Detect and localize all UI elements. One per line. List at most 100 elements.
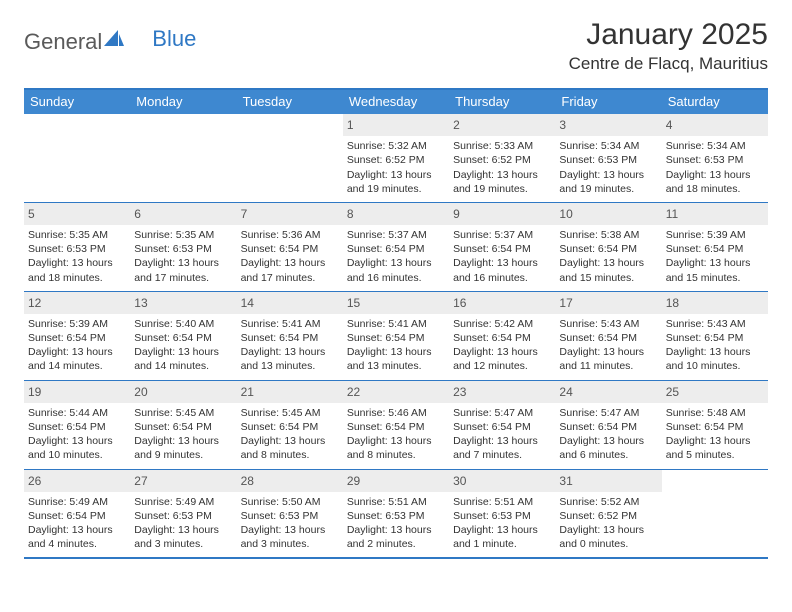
daylight-text: Daylight: 13 hours [453, 434, 551, 448]
sunset-text: Sunset: 6:53 PM [28, 242, 126, 256]
sunset-text: Sunset: 6:54 PM [666, 331, 764, 345]
day-of-week-row: Sunday Monday Tuesday Wednesday Thursday… [24, 90, 768, 114]
location: Centre de Flacq, Mauritius [569, 54, 768, 74]
sunrise-text: Sunrise: 5:46 AM [347, 406, 445, 420]
day-cell: 14 Sunrise: 5:41 AMSunset: 6:54 PMDayligh… [237, 292, 343, 380]
day-cell: 9Sunrise: 5:37 AMSunset: 6:54 PMDaylight… [449, 203, 555, 291]
daylight-text: Daylight: 13 hours [134, 523, 232, 537]
daylight-text: and 10 minutes. [28, 448, 126, 462]
daylight-text: and 16 minutes. [453, 271, 551, 285]
sunset-text: Sunset: 6:53 PM [666, 153, 764, 167]
day-number: 15 [343, 292, 449, 314]
day-number: 6 [130, 203, 236, 225]
daylight-text: Daylight: 13 hours [666, 256, 764, 270]
page: General Blue January 2025 Centre de Flac… [0, 0, 792, 577]
week-row: 19Sunrise: 5:44 AMSunset: 6:54 PMDayligh… [24, 380, 768, 469]
sunrise-text: Sunrise: 5:37 AM [453, 228, 551, 242]
day-number: 27 [130, 470, 236, 492]
sunset-text: Sunset: 6:53 PM [347, 509, 445, 523]
day-number: 25 [662, 381, 768, 403]
sunset-text: Sunset: 6:54 PM [453, 331, 551, 345]
week-row: 12Sunrise: 5:39 AMSunset: 6:54 PMDayligh… [24, 291, 768, 380]
day-cell: 15Sunrise: 5:41 AMSunset: 6:54 PMDayligh… [343, 292, 449, 380]
day-cell: 24Sunrise: 5:47 AMSunset: 6:54 PMDayligh… [555, 381, 661, 469]
sunset-text: Sunset: 6:52 PM [559, 509, 657, 523]
daylight-text: and 14 minutes. [28, 359, 126, 373]
sunrise-text: Sunrise: 5:48 AM [666, 406, 764, 420]
sunset-text: Sunset: 6:54 PM [559, 420, 657, 434]
day-cell: 19Sunrise: 5:44 AMSunset: 6:54 PMDayligh… [24, 381, 130, 469]
day-number: 31 [555, 470, 661, 492]
dow-saturday: Saturday [662, 90, 768, 114]
sunset-text: Sunset: 6:54 PM [559, 242, 657, 256]
daylight-text: Daylight: 13 hours [666, 168, 764, 182]
daylight-text: Daylight: 13 hours [241, 256, 339, 270]
sunrise-text: Sunrise: 5:42 AM [453, 317, 551, 331]
day-cell: 23Sunrise: 5:47 AMSunset: 6:54 PMDayligh… [449, 381, 555, 469]
day-number: 4 [662, 114, 768, 136]
daylight-text: Daylight: 13 hours [134, 434, 232, 448]
week-row: 26Sunrise: 5:49 AMSunset: 6:54 PMDayligh… [24, 469, 768, 558]
sunrise-text: Sunrise: 5:44 AM [28, 406, 126, 420]
sunset-text: Sunset: 6:52 PM [453, 153, 551, 167]
brand-sail-icon [104, 26, 124, 52]
sunrise-text: Sunrise: 5:41 AM [241, 317, 339, 331]
day-cell: 11Sunrise: 5:39 AMSunset: 6:54 PMDayligh… [662, 203, 768, 291]
day-cell: 10Sunrise: 5:38 AMSunset: 6:54 PMDayligh… [555, 203, 661, 291]
daylight-text: Daylight: 13 hours [453, 168, 551, 182]
day-number: 19 [24, 381, 130, 403]
daylight-text: and 2 minutes. [347, 537, 445, 551]
daylight-text: and 4 minutes. [28, 537, 126, 551]
day-cell: 21Sunrise: 5:45 AMSunset: 6:54 PMDayligh… [237, 381, 343, 469]
daylight-text: Daylight: 13 hours [559, 168, 657, 182]
daylight-text: Daylight: 13 hours [559, 434, 657, 448]
day-cell: 5Sunrise: 5:35 AMSunset: 6:53 PMDaylight… [24, 203, 130, 291]
sunrise-text: Sunrise: 5:43 AM [666, 317, 764, 331]
day-number: 24 [555, 381, 661, 403]
day-number: 22 [343, 381, 449, 403]
day-number: 30 [449, 470, 555, 492]
sunrise-text: Sunrise: 5:45 AM [134, 406, 232, 420]
sunset-text: Sunset: 6:54 PM [134, 331, 232, 345]
day-cell: 26Sunrise: 5:49 AMSunset: 6:54 PMDayligh… [24, 470, 130, 558]
daylight-text: Daylight: 13 hours [28, 345, 126, 359]
day-number: 11 [662, 203, 768, 225]
dow-friday: Friday [555, 90, 661, 114]
daylight-text: Daylight: 13 hours [347, 345, 445, 359]
day-cell: 3Sunrise: 5:34 AMSunset: 6:53 PMDaylight… [555, 114, 661, 202]
sunrise-text: Sunrise: 5:47 AM [453, 406, 551, 420]
sunrise-text: Sunrise: 5:51 AM [453, 495, 551, 509]
day-number: 12 [24, 292, 130, 314]
sunset-text: Sunset: 6:53 PM [241, 509, 339, 523]
sunset-text: Sunset: 6:52 PM [347, 153, 445, 167]
sunrise-text: Sunrise: 5:51 AM [347, 495, 445, 509]
day-number: 8 [343, 203, 449, 225]
daylight-text: and 13 minutes. [241, 359, 339, 373]
day-cell: 22Sunrise: 5:46 AMSunset: 6:54 PMDayligh… [343, 381, 449, 469]
daylight-text: Daylight: 13 hours [347, 434, 445, 448]
sunset-text: Sunset: 6:54 PM [241, 331, 339, 345]
daylight-text: Daylight: 13 hours [28, 434, 126, 448]
day-cell: 18Sunrise: 5:43 AMSunset: 6:54 PMDayligh… [662, 292, 768, 380]
day-cell: 13Sunrise: 5:40 AMSunset: 6:54 PMDayligh… [130, 292, 236, 380]
sunrise-text: Sunrise: 5:38 AM [559, 228, 657, 242]
daylight-text: Daylight: 13 hours [453, 256, 551, 270]
day-number: 14 [237, 292, 343, 314]
dow-tuesday: Tuesday [237, 90, 343, 114]
sunset-text: Sunset: 6:54 PM [134, 420, 232, 434]
daylight-text: Daylight: 13 hours [559, 523, 657, 537]
daylight-text: and 19 minutes. [347, 182, 445, 196]
sunset-text: Sunset: 6:53 PM [559, 153, 657, 167]
daylight-text: Daylight: 13 hours [241, 345, 339, 359]
brand-logo: General Blue [24, 26, 196, 58]
daylight-text: and 14 minutes. [134, 359, 232, 373]
weeks-container: 1Sunrise: 5:32 AMSunset: 6:52 PMDaylight… [24, 114, 768, 557]
day-number: 16 [449, 292, 555, 314]
day-cell: 20Sunrise: 5:45 AMSunset: 6:54 PMDayligh… [130, 381, 236, 469]
sunrise-text: Sunrise: 5:41 AM [347, 317, 445, 331]
day-number: 13 [130, 292, 236, 314]
brand-general: General [24, 29, 102, 55]
sunset-text: Sunset: 6:54 PM [28, 331, 126, 345]
daylight-text: and 9 minutes. [134, 448, 232, 462]
day-number: 17 [555, 292, 661, 314]
